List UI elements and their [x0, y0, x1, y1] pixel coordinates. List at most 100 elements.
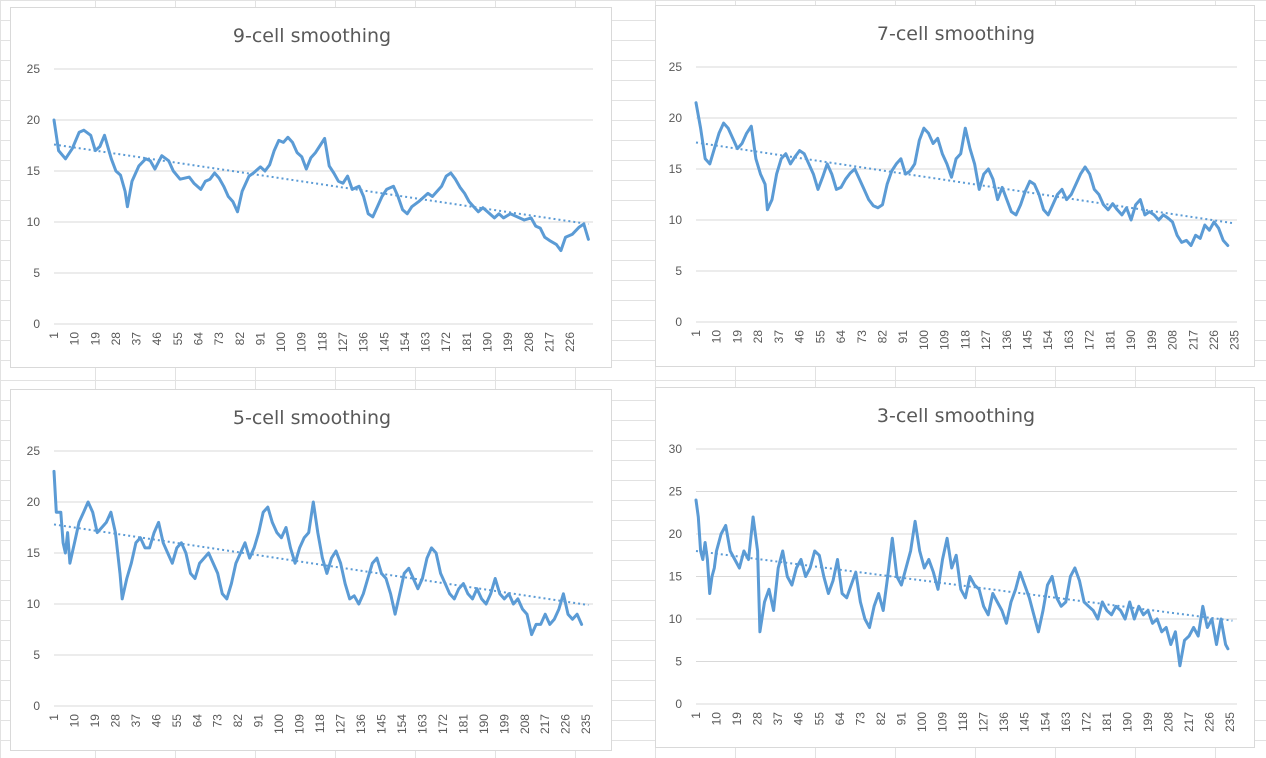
y-tick-label: 15 — [669, 162, 683, 176]
x-tick-label: 217 — [1186, 330, 1200, 350]
x-tick-label: 226 — [1207, 330, 1221, 350]
x-tick-label: 163 — [419, 332, 433, 352]
x-tick-label: 208 — [1162, 712, 1176, 732]
y-tick-label: 20 — [669, 527, 683, 541]
chart-5-cell-smoothing[interactable]: 5-cell smoothing 0 5 10 15 20 25 1 10 19 28 37 46 55… — [10, 389, 612, 751]
y-tick-label: 10 — [27, 215, 41, 229]
x-tick-label: 235 — [1223, 712, 1237, 732]
x-tick-label: 37 — [129, 714, 143, 728]
x-tick-label: 190 — [1120, 712, 1134, 732]
x-tick-label: 46 — [793, 330, 807, 344]
x-tick-label: 181 — [456, 714, 470, 734]
x-tick-label: 136 — [997, 712, 1011, 732]
chart-plot-area: 9-cell smoothing 0 5 10 15 20 25 1 10 19 28 37 46 55… — [27, 25, 593, 352]
x-tick-label: 217 — [538, 714, 552, 734]
chart-plot-area: 5-cell smoothing 0 5 10 15 20 25 1 10 19 28 37 46 55… — [27, 407, 594, 734]
chart-7-cell-smoothing[interactable]: 7-cell smoothing 0 5 10 15 20 25 1 10 19 28 37 46 55… — [655, 5, 1255, 367]
y-tick-label: 25 — [669, 485, 683, 499]
y-tick-label: 25 — [27, 62, 41, 76]
y-tick-label: 5 — [675, 264, 682, 278]
x-tick-label: 172 — [436, 714, 450, 734]
x-tick-label: 100 — [274, 332, 288, 352]
y-tick-label: 20 — [669, 111, 683, 125]
x-tick-label: 37 — [771, 712, 785, 726]
y-tick-label: 15 — [27, 164, 41, 178]
y-tick-label: 25 — [27, 444, 41, 458]
y-tick-label: 5 — [675, 655, 682, 669]
x-tick-label: 136 — [354, 714, 368, 734]
y-tick-label: 30 — [669, 442, 683, 456]
x-tick-label: 127 — [334, 714, 348, 734]
x-tick-label: 118 — [315, 332, 329, 351]
x-tick-label: 1 — [47, 332, 61, 339]
x-tick-label: 172 — [439, 332, 453, 352]
x-tick-label: 163 — [1062, 330, 1076, 350]
x-tick-label: 91 — [252, 714, 266, 728]
x-tick-label: 127 — [979, 330, 993, 350]
x-tick-label: 208 — [522, 332, 536, 352]
y-tick-label: 0 — [675, 315, 682, 329]
x-tick-label: 10 — [710, 330, 724, 344]
x-tick-label: 109 — [936, 712, 950, 732]
x-tick-label: 1 — [47, 714, 61, 721]
x-tick-label: 226 — [1203, 712, 1217, 732]
x-tick-label: 19 — [730, 330, 744, 344]
x-tick-label: 127 — [336, 332, 350, 352]
x-tick-label: 190 — [480, 332, 494, 352]
y-tick-label: 20 — [27, 113, 41, 127]
x-tick-label: 37 — [130, 332, 144, 346]
x-tick-label: 118 — [958, 330, 972, 349]
x-tick-label: 10 — [710, 712, 724, 726]
chart-3-cell-smoothing[interactable]: 3-cell smoothing 0 5 10 15 20 25 30 1 10 19 28 37 46… — [655, 387, 1255, 748]
x-tick-label: 64 — [834, 330, 848, 344]
x-tick-label: 28 — [108, 714, 122, 728]
x-tick-label: 82 — [231, 714, 245, 728]
series-line — [52, 118, 590, 253]
x-tick-label: 226 — [559, 714, 573, 734]
x-tick-label: 181 — [1100, 712, 1114, 732]
x-tick-label: 217 — [1182, 712, 1196, 732]
x-tick-label: 46 — [150, 332, 164, 346]
x-tick-label: 199 — [497, 714, 511, 734]
x-tick-label: 154 — [395, 714, 409, 734]
x-tick-label: 73 — [855, 330, 869, 344]
x-tick-label: 1 — [689, 712, 703, 719]
x-tick-label: 64 — [190, 714, 204, 728]
y-tick-label: 10 — [669, 213, 683, 227]
y-tick-label: 15 — [27, 546, 41, 560]
x-tick-label: 181 — [460, 332, 474, 352]
y-tick-label: 0 — [675, 697, 682, 711]
x-tick-label: 28 — [109, 332, 123, 346]
x-tick-label: 190 — [1124, 330, 1138, 350]
x-tick-label: 145 — [1018, 712, 1032, 732]
trend-line — [53, 143, 589, 226]
x-tick-label: 118 — [313, 714, 327, 733]
x-tick-label: 235 — [579, 714, 593, 734]
chart-9-cell-smoothing[interactable]: 9-cell smoothing 0 5 10 15 20 25 1 10 19 28 37 46 55… — [10, 7, 612, 368]
x-tick-label: 55 — [170, 714, 184, 728]
chart-title: 9-cell smoothing — [233, 25, 391, 47]
x-tick-label: 163 — [1059, 712, 1073, 732]
x-tick-label: 118 — [956, 712, 970, 731]
x-tick-label: 46 — [149, 714, 163, 728]
x-tick-label: 55 — [813, 330, 827, 344]
x-tick-label: 19 — [88, 714, 102, 728]
y-tick-label: 10 — [27, 597, 41, 611]
x-tick-label: 172 — [1083, 330, 1097, 350]
x-tick-label: 73 — [212, 332, 226, 346]
y-tick-label: 15 — [669, 570, 683, 584]
x-tick-label: 154 — [1041, 330, 1055, 350]
x-tick-label: 136 — [1000, 330, 1014, 350]
x-tick-label: 163 — [415, 714, 429, 734]
y-tick-label: 10 — [669, 612, 683, 626]
x-tick-label: 226 — [563, 332, 577, 352]
x-tick-label: 82 — [233, 332, 247, 346]
y-tick-label: 5 — [33, 266, 40, 280]
x-tick-label: 100 — [915, 712, 929, 732]
x-tick-label: 82 — [874, 712, 888, 726]
x-tick-label: 55 — [171, 332, 185, 346]
x-tick-label: 154 — [398, 332, 412, 352]
chart-plot-area: 7-cell smoothing 0 5 10 15 20 25 1 10 19 28 37 46 55… — [669, 23, 1242, 350]
x-tick-label: 199 — [1141, 712, 1155, 732]
x-tick-label: 208 — [518, 714, 532, 734]
